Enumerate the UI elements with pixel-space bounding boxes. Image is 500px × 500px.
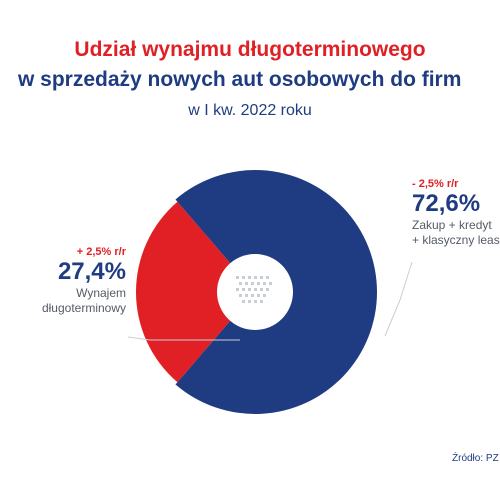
chart-title-line2: w sprzedaży nowych aut osobowych do firm (18, 68, 462, 91)
donut-hole (217, 254, 293, 330)
purchase-value: 72,6% (412, 190, 481, 217)
chart-title-line1: Udział wynajmu długoterminowego (74, 38, 426, 61)
center-logo-icon (236, 276, 272, 303)
purchase-desc-line2: + klasyczny leasing (412, 233, 500, 247)
rental-desc-line1: Wynajem (76, 286, 126, 300)
rental-label: + 2,5% r/r 27,4% Wynajem długoterminowy (12, 246, 126, 316)
rental-desc-line2: długoterminowy (41, 301, 126, 315)
purchase-leader-line (384, 261, 413, 337)
rental-leader-line (127, 336, 240, 341)
purchase-change: - 2,5% r/r (412, 178, 459, 190)
purchase-label: - 2,5% r/r 72,6% Zakup + kredyt + klasyc… (412, 178, 500, 248)
source-note: Źródło: PZ (452, 453, 499, 464)
rental-value: 27,4% (57, 258, 126, 285)
rental-change: + 2,5% r/r (76, 246, 126, 258)
purchase-desc-line1: Zakup + kredyt (412, 218, 492, 232)
slice-rental (135, 201, 255, 383)
chart-subtitle: w I kw. 2022 roku (188, 102, 312, 119)
